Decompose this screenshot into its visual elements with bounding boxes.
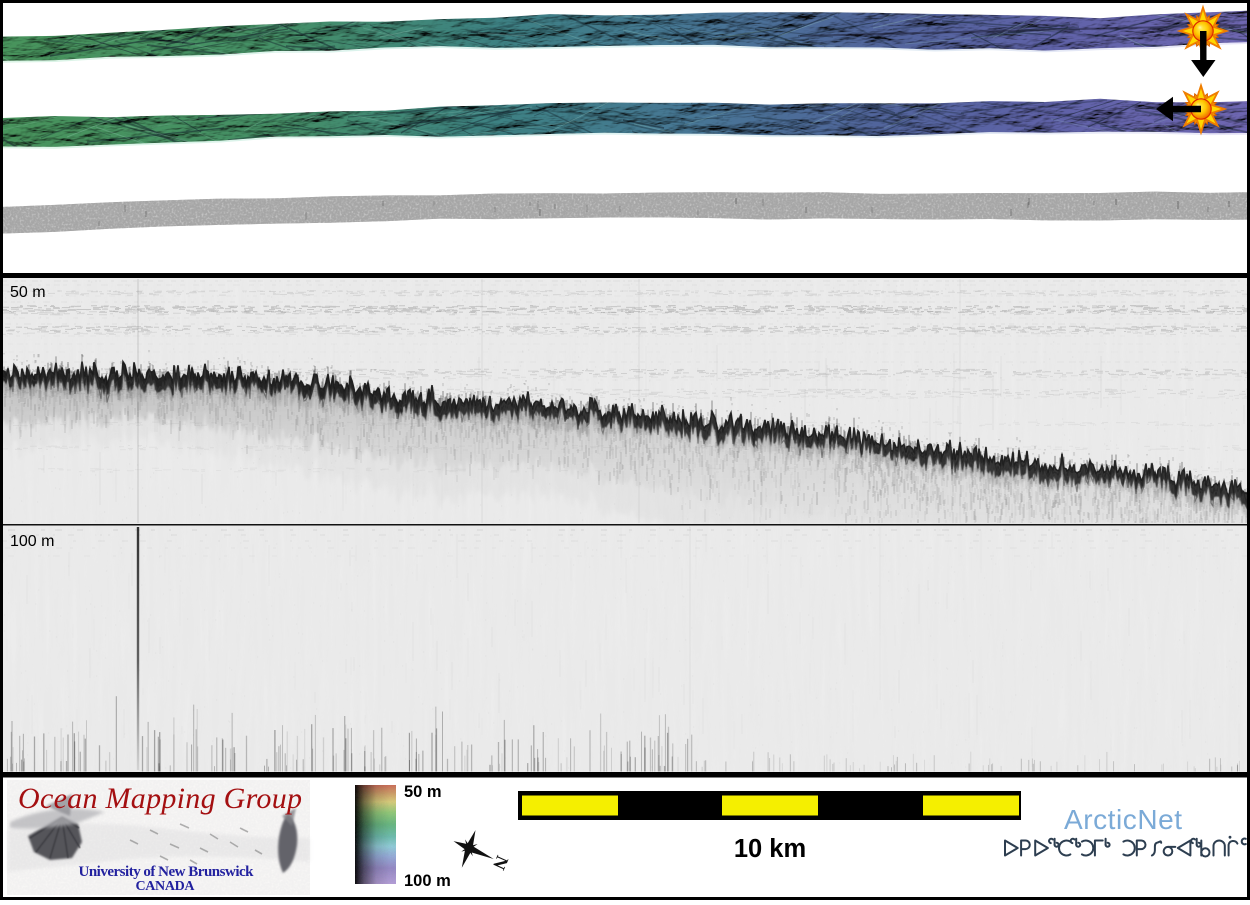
svg-text:50 m: 50 m — [10, 284, 46, 301]
svg-text:50 m: 50 m — [404, 783, 442, 801]
svg-text:100 m: 100 m — [404, 872, 451, 890]
svg-text:ArcticNet: ArcticNet — [1064, 804, 1182, 835]
svg-text:100 m: 100 m — [10, 533, 54, 550]
svg-text:Ocean Mapping Group: Ocean Mapping Group — [18, 782, 302, 815]
svg-text:10 km: 10 km — [734, 835, 806, 863]
svg-text:CANADA: CANADA — [136, 879, 196, 894]
svg-text:University of New Brunswick: University of New Brunswick — [79, 864, 255, 880]
